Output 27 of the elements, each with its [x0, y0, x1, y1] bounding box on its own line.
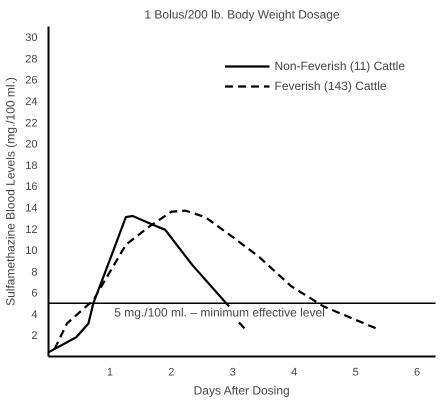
legend-label: Non-Feverish (11) Cattle: [274, 59, 405, 73]
x-tick-label: 6: [414, 366, 420, 378]
x-tick-label: 4: [291, 366, 298, 378]
y-tick-label: 12: [25, 224, 38, 236]
y-tick-label: 4: [31, 308, 38, 321]
y-tick-label: 8: [31, 266, 38, 278]
y-tick-label: 20: [25, 138, 38, 151]
y-tick-label: 26: [25, 74, 38, 87]
y-tick-label: 24: [25, 96, 38, 108]
y-tick-label: 18: [25, 160, 38, 172]
y-tick-label: 28: [25, 53, 38, 66]
ref-line-label: 5 mg./100 ml. – minimum effective level: [114, 305, 325, 320]
legend-label: Feverish (143) Cattle: [274, 79, 387, 93]
x-tick-label: 5: [352, 366, 359, 378]
y-tick-label: 6: [31, 288, 38, 300]
y-tick-label: 10: [25, 245, 38, 258]
chart-title: 1 Bolus/200 lb. Body Weight Dosage: [144, 8, 340, 22]
y-tick-label: 14: [25, 202, 38, 214]
x-tick-label: 3: [230, 366, 236, 378]
x-tick-label: 2: [168, 366, 174, 378]
x-axis-title: Days After Dosing: [194, 384, 290, 398]
y-tick-label: 30: [25, 32, 38, 44]
y-axis-title: Sulfamethazine Blood Levels (mg./100 ml.): [3, 77, 18, 306]
x-tick-label: 1: [106, 366, 113, 378]
y-tick-label: 2: [31, 330, 38, 342]
y-tick-label: 16: [25, 181, 38, 194]
y-tick-label: 22: [25, 117, 38, 130]
